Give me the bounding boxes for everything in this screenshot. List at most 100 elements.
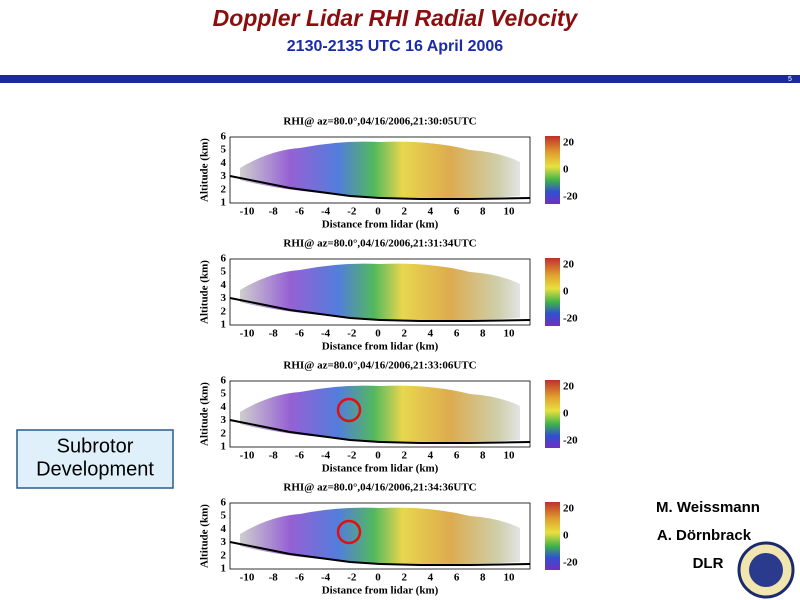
colorbar-tick-label: 20 xyxy=(563,381,575,393)
velocity-field xyxy=(240,507,520,565)
slide-subtitle: 2130-2135 UTC 16 April 2006 xyxy=(287,38,504,55)
colorbar-tick-label: -20 xyxy=(563,557,578,569)
velocity-field xyxy=(240,263,520,321)
x-tick-label: -6 xyxy=(295,450,305,462)
callout-text: Subrotor xyxy=(57,435,134,457)
y-tick-label: 3 xyxy=(221,414,227,426)
x-tick-label: 6 xyxy=(454,328,460,340)
x-tick-label: 0 xyxy=(375,328,381,340)
y-axis-label: Altitude (km) xyxy=(199,504,211,568)
colorbar-tick-label: 0 xyxy=(563,530,569,542)
logo-inner xyxy=(749,553,783,587)
highlight-circle xyxy=(336,397,362,423)
y-tick-label: 1 xyxy=(221,563,227,575)
x-tick-label: -4 xyxy=(321,328,331,340)
header-bar xyxy=(0,75,800,83)
panel: RHI@ az=80.0°,04/16/2006,21:30:05UTC1234… xyxy=(199,116,579,231)
x-tick-label: -10 xyxy=(240,328,255,340)
y-tick-label: 6 xyxy=(221,497,227,509)
x-tick-label: 2 xyxy=(401,328,407,340)
y-tick-label: 3 xyxy=(221,170,227,182)
x-tick-label: 0 xyxy=(375,572,381,584)
y-tick-label: 5 xyxy=(221,388,227,400)
panel: RHI@ az=80.0°,04/16/2006,21:34:36UTC1234… xyxy=(199,482,579,597)
author: DLR xyxy=(693,555,724,572)
callout-box xyxy=(16,429,174,489)
highlight-circle xyxy=(336,519,362,545)
colorbar-tick-label: -20 xyxy=(563,313,578,325)
y-tick-label: 3 xyxy=(221,292,227,304)
x-axis-label: Distance from lidar (km) xyxy=(322,585,439,597)
panels: RHI@ az=80.0°,04/16/2006,21:30:05UTC1234… xyxy=(199,116,579,597)
x-tick-label: -10 xyxy=(240,206,255,218)
y-tick-label: 2 xyxy=(221,183,227,195)
x-tick-label: -2 xyxy=(347,572,357,584)
colorbar-tick-label: 20 xyxy=(563,137,575,149)
x-tick-label: 8 xyxy=(480,572,486,584)
x-tick-label: 10 xyxy=(504,572,516,584)
y-tick-label: 3 xyxy=(221,536,227,548)
y-tick-label: 5 xyxy=(221,510,227,522)
x-tick-label: 8 xyxy=(480,450,486,462)
x-tick-label: -10 xyxy=(240,572,255,584)
x-tick-label: 2 xyxy=(401,206,407,218)
colorbar xyxy=(545,258,560,326)
colorbar-tick-label: -20 xyxy=(563,435,578,447)
x-axis-label: Distance from lidar (km) xyxy=(322,219,439,231)
x-tick-label: 10 xyxy=(504,328,516,340)
y-tick-label: 2 xyxy=(221,305,227,317)
y-tick-label: 4 xyxy=(221,523,227,535)
x-axis-label: Distance from lidar (km) xyxy=(322,341,439,353)
y-tick-label: 4 xyxy=(221,279,227,291)
y-tick-label: 1 xyxy=(221,319,227,331)
colorbar-tick-label: 20 xyxy=(563,259,575,271)
y-tick-label: 2 xyxy=(221,427,227,439)
colorbar xyxy=(545,136,560,204)
x-tick-label: -8 xyxy=(269,206,279,218)
x-tick-label: -8 xyxy=(269,328,279,340)
y-tick-label: 5 xyxy=(221,266,227,278)
x-tick-label: -2 xyxy=(347,328,357,340)
y-tick-label: 4 xyxy=(221,157,227,169)
y-tick-label: 2 xyxy=(221,549,227,561)
x-tick-label: 4 xyxy=(428,572,434,584)
y-axis-label: Altitude (km) xyxy=(199,260,211,324)
colorbar-tick-label: -20 xyxy=(563,191,578,203)
x-tick-label: 10 xyxy=(504,206,516,218)
x-tick-label: 2 xyxy=(401,572,407,584)
velocity-field xyxy=(240,385,520,443)
author: M. Weissmann xyxy=(656,499,760,516)
x-tick-label: -8 xyxy=(269,450,279,462)
terrain-line xyxy=(229,297,531,322)
x-tick-label: 6 xyxy=(454,450,460,462)
x-tick-label: 4 xyxy=(428,328,434,340)
x-tick-label: -8 xyxy=(269,572,279,584)
y-tick-label: 6 xyxy=(221,375,227,387)
y-tick-label: 1 xyxy=(221,197,227,209)
y-tick-label: 6 xyxy=(221,131,227,143)
x-axis-label: Distance from lidar (km) xyxy=(322,463,439,475)
x-tick-label: -4 xyxy=(321,572,331,584)
x-tick-label: -2 xyxy=(347,206,357,218)
x-tick-label: 6 xyxy=(454,206,460,218)
velocity-field xyxy=(240,141,520,199)
x-tick-label: 2 xyxy=(401,450,407,462)
panel: RHI@ az=80.0°,04/16/2006,21:33:06UTC1234… xyxy=(199,360,579,475)
terrain-line xyxy=(229,175,531,200)
terrain-line xyxy=(229,419,531,444)
page-number: 5 xyxy=(788,76,792,83)
panel-title: RHI@ az=80.0°,04/16/2006,21:31:34UTC xyxy=(283,238,476,250)
x-tick-label: 10 xyxy=(504,450,516,462)
x-tick-label: -6 xyxy=(295,572,305,584)
colorbar xyxy=(545,502,560,570)
colorbar-tick-label: 20 xyxy=(563,503,575,515)
terrain-line xyxy=(229,541,531,566)
callout-text: Development xyxy=(36,458,154,480)
x-tick-label: -6 xyxy=(295,206,305,218)
y-tick-label: 5 xyxy=(221,144,227,156)
x-tick-label: 8 xyxy=(480,206,486,218)
panel-title: RHI@ az=80.0°,04/16/2006,21:34:36UTC xyxy=(283,482,476,494)
slide-title: Doppler Lidar RHI Radial Velocity xyxy=(213,5,579,31)
x-tick-label: -4 xyxy=(321,450,331,462)
x-tick-label: 4 xyxy=(428,206,434,218)
